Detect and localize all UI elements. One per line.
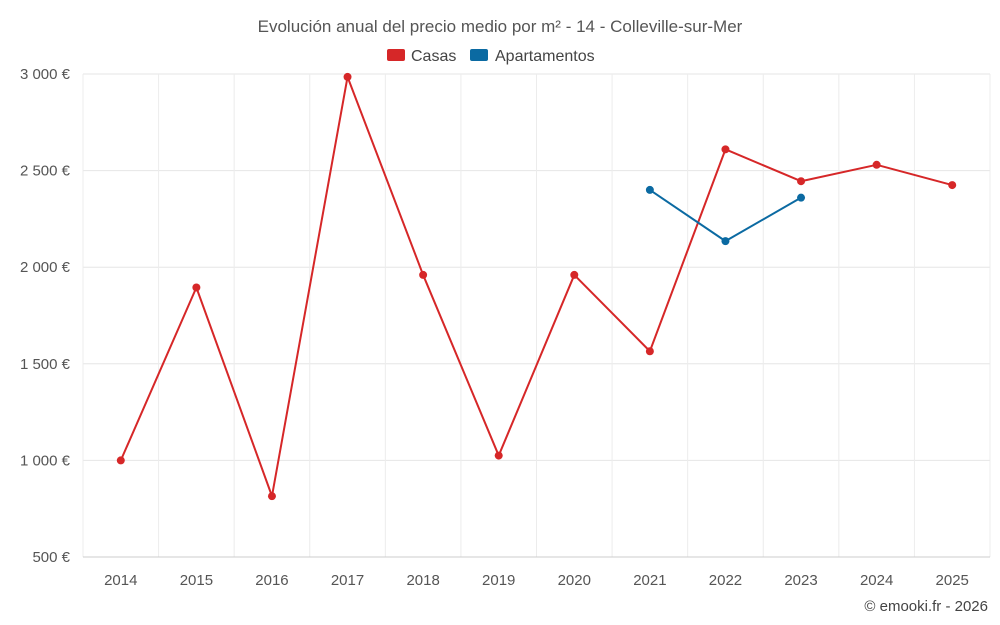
- grid: [82, 73, 991, 558]
- chart-title: Evolución anual del precio medio por m² …: [258, 17, 743, 36]
- series-layer: [116, 72, 957, 501]
- data-point-casas[interactable]: [948, 181, 957, 190]
- y-tick-label: 2 500 €: [20, 163, 71, 180]
- x-tick-label: 2018: [406, 572, 439, 589]
- x-tick-label: 2025: [936, 572, 969, 589]
- y-tick-label: 3 000 €: [20, 66, 71, 83]
- x-tick-label: 2021: [633, 572, 666, 589]
- legend: Casas Apartamentos: [387, 48, 595, 65]
- legend-swatch-apartamentos: [470, 49, 488, 61]
- data-point-apartamentos[interactable]: [797, 193, 806, 202]
- data-point-casas[interactable]: [343, 72, 352, 81]
- x-tick-label: 2023: [784, 572, 817, 589]
- series-line-casas: [119, 75, 953, 498]
- data-point-casas[interactable]: [192, 283, 201, 292]
- data-point-casas[interactable]: [419, 270, 428, 279]
- data-point-casas[interactable]: [267, 492, 276, 501]
- x-tick-label: 2017: [331, 572, 364, 589]
- x-axis: 2014 2015 2016 2017 2018 2019 2020 2021 2022 2023…: [104, 572, 969, 589]
- x-tick-label: 2015: [180, 572, 213, 589]
- series-line-apartamentos: [649, 189, 802, 243]
- data-point-casas[interactable]: [570, 270, 579, 279]
- legend-label-casas: Casas: [411, 48, 456, 65]
- data-point-apartamentos[interactable]: [721, 237, 730, 246]
- y-tick-label: 500 €: [32, 549, 70, 566]
- legend-label-apartamentos: Apartamentos: [495, 48, 595, 65]
- data-point-casas[interactable]: [872, 160, 881, 169]
- y-axis: 500 € 1 000 € 1 500 € 2 000 € 2 500 € 3 000 €: [20, 66, 71, 566]
- legend-item-casas[interactable]: Casas: [387, 48, 456, 65]
- credit-text: © emooki.fr - 2026: [864, 598, 988, 615]
- legend-item-apartamentos[interactable]: Apartamentos: [470, 48, 595, 65]
- data-point-casas[interactable]: [494, 451, 503, 460]
- data-point-casas[interactable]: [116, 456, 125, 465]
- y-tick-label: 2 000 €: [20, 259, 71, 276]
- legend-swatch-casas: [387, 49, 405, 61]
- x-tick-label: 2014: [104, 572, 137, 589]
- y-tick-label: 1 500 €: [20, 356, 71, 373]
- data-point-casas[interactable]: [645, 347, 654, 356]
- x-tick-label: 2022: [709, 572, 742, 589]
- x-tick-label: 2019: [482, 572, 515, 589]
- y-tick-label: 1 000 €: [20, 452, 71, 469]
- data-point-apartamentos[interactable]: [645, 185, 654, 194]
- data-point-casas[interactable]: [721, 145, 730, 154]
- x-tick-label: 2016: [255, 572, 288, 589]
- x-tick-label: 2020: [558, 572, 591, 589]
- data-point-casas[interactable]: [797, 177, 806, 186]
- x-tick-label: 2024: [860, 572, 893, 589]
